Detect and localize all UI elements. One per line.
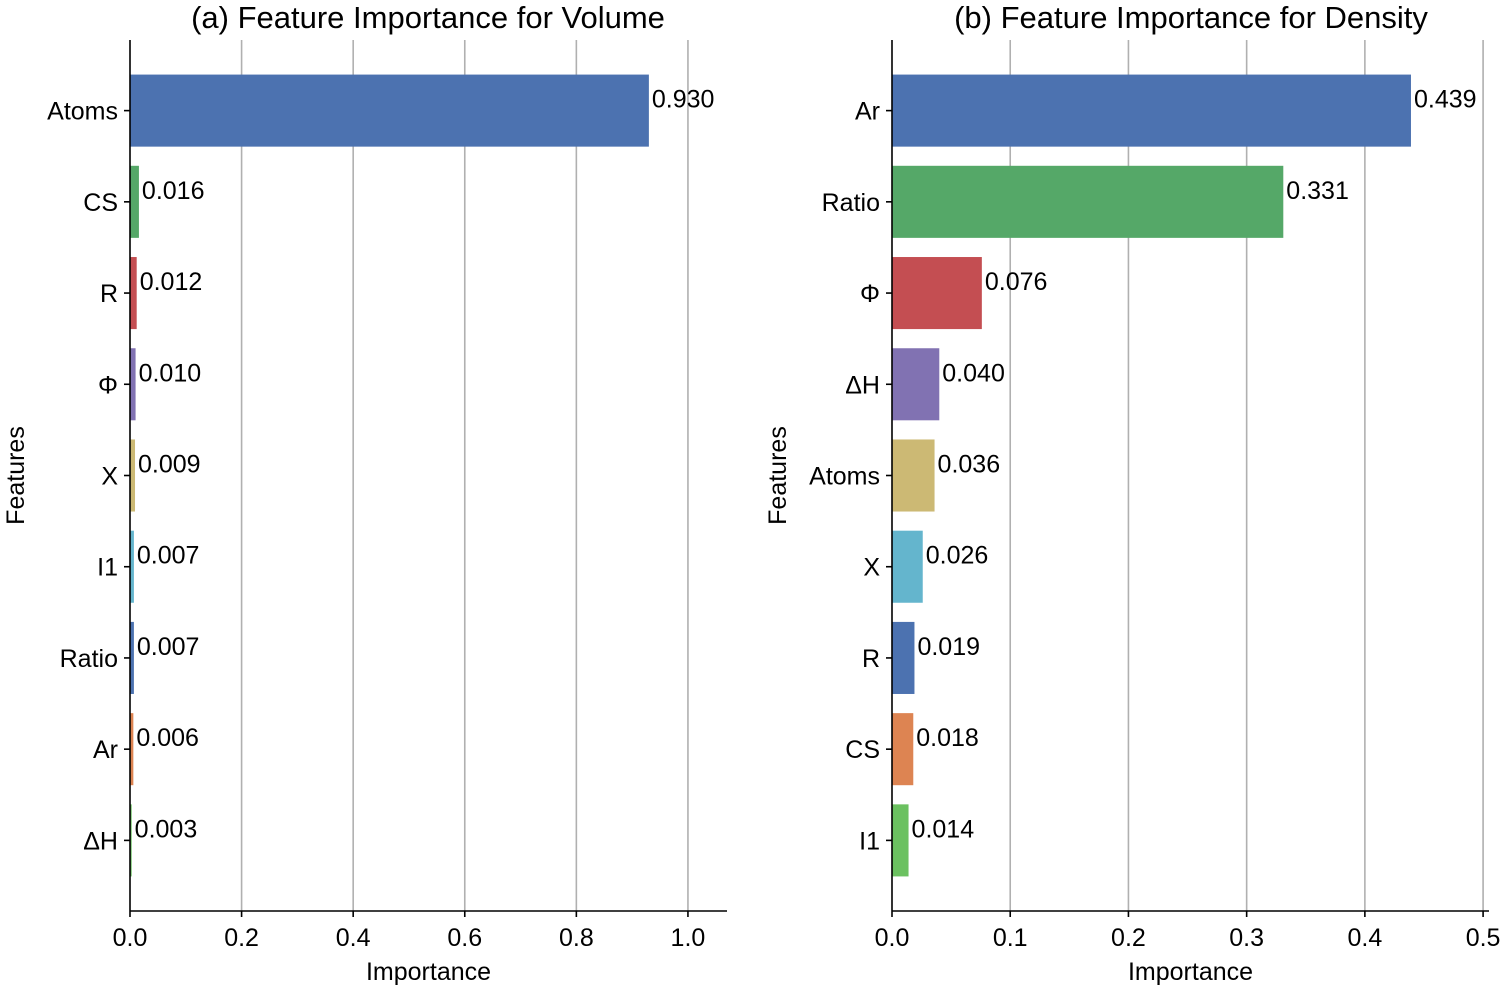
volume-category-label-3: Φ [98, 371, 118, 399]
density-bar-4 [892, 439, 935, 512]
density-data-label-8: 0.014 [912, 815, 975, 843]
volume-bar-4 [130, 439, 136, 512]
volume-category-label-1: CS [83, 189, 118, 217]
density-xtick-label-3: 0.3 [1229, 924, 1264, 952]
density-data-label-4: 0.036 [938, 451, 1001, 479]
volume-bar-3 [130, 348, 136, 421]
density-bar-1 [892, 165, 1284, 238]
density-bar-3 [892, 348, 940, 421]
volume-data-label-5: 0.007 [137, 542, 200, 570]
volume-y-axis-label: Features [2, 426, 30, 525]
density-data-label-2: 0.076 [985, 268, 1048, 296]
volume-data-label-1: 0.016 [142, 177, 205, 205]
chart-density: (b) Feature Importance for Density Ar 0.43… [764, 0, 1500, 986]
volume-bar-1 [130, 165, 139, 238]
density-chart-title: (b) Feature Importance for Density [954, 0, 1428, 35]
volume-data-label-4: 0.009 [138, 451, 201, 479]
density-bar-7 [892, 713, 914, 786]
density-data-label-0: 0.439 [1414, 86, 1477, 114]
volume-xtick-label-0: 0.0 [113, 924, 148, 952]
volume-category-label-8: ΔH [83, 827, 118, 855]
density-category-label-7: CS [845, 736, 880, 764]
volume-bar-6 [130, 621, 134, 694]
density-category-label-1: Ratio [822, 189, 880, 217]
volume-category-label-5: I1 [97, 554, 118, 582]
density-xtick-label-1: 0.1 [993, 924, 1028, 952]
density-category-label-3: ΔH [845, 371, 880, 399]
density-category-label-8: I1 [859, 827, 880, 855]
volume-category-label-7: Ar [93, 736, 118, 764]
volume-xtick-label-2: 0.4 [336, 924, 371, 952]
density-category-label-5: X [863, 554, 880, 582]
volume-category-label-4: X [101, 463, 118, 491]
volume-data-label-6: 0.007 [137, 633, 200, 661]
volume-data-label-7: 0.006 [136, 724, 199, 752]
density-data-label-5: 0.026 [926, 542, 989, 570]
volume-bar-2 [130, 257, 137, 330]
density-xtick-label-0: 0.0 [875, 924, 910, 952]
density-category-label-6: R [862, 645, 880, 673]
density-bar-8 [892, 804, 909, 877]
volume-xtick-label-5: 1.0 [671, 924, 706, 952]
volume-category-label-2: R [100, 280, 118, 308]
volume-xtick-label-4: 0.8 [559, 924, 594, 952]
density-bar-2 [892, 257, 982, 330]
volume-data-label-3: 0.010 [139, 359, 202, 387]
chart-volume: (a) Feature Importance for Volume Atoms 0.… [2, 0, 727, 986]
volume-data-label-0: 0.930 [652, 86, 715, 114]
volume-category-label-6: Ratio [60, 645, 118, 673]
volume-xtick-label-1: 0.2 [224, 924, 259, 952]
volume-bar-7 [130, 713, 134, 786]
density-data-label-1: 0.331 [1286, 177, 1349, 205]
density-xtick-label-2: 0.2 [1111, 924, 1146, 952]
density-category-label-0: Ar [855, 98, 880, 126]
volume-x-axis-label: Importance [366, 958, 491, 986]
density-data-label-7: 0.018 [916, 724, 979, 752]
volume-bar-5 [130, 530, 134, 603]
volume-category-label-0: Atoms [47, 98, 118, 126]
density-category-label-4: Atoms [809, 463, 880, 491]
volume-xtick-label-3: 0.6 [447, 924, 482, 952]
density-y-axis-label: Features [764, 426, 792, 525]
volume-data-label-2: 0.012 [140, 268, 203, 296]
density-xtick-label-4: 0.4 [1347, 924, 1382, 952]
density-bar-6 [892, 621, 915, 694]
volume-bar-0 [130, 74, 649, 147]
volume-bar-8 [130, 804, 132, 877]
density-data-label-3: 0.040 [942, 359, 1005, 387]
density-data-label-6: 0.019 [917, 633, 980, 661]
density-bar-0 [892, 74, 1411, 147]
volume-chart-title: (a) Feature Importance for Volume [191, 0, 665, 35]
density-x-axis-label: Importance [1128, 958, 1253, 986]
volume-data-label-8: 0.003 [135, 815, 198, 843]
density-bar-5 [892, 530, 923, 603]
density-category-label-2: Φ [860, 280, 880, 308]
density-xtick-label-5: 0.5 [1466, 924, 1501, 952]
